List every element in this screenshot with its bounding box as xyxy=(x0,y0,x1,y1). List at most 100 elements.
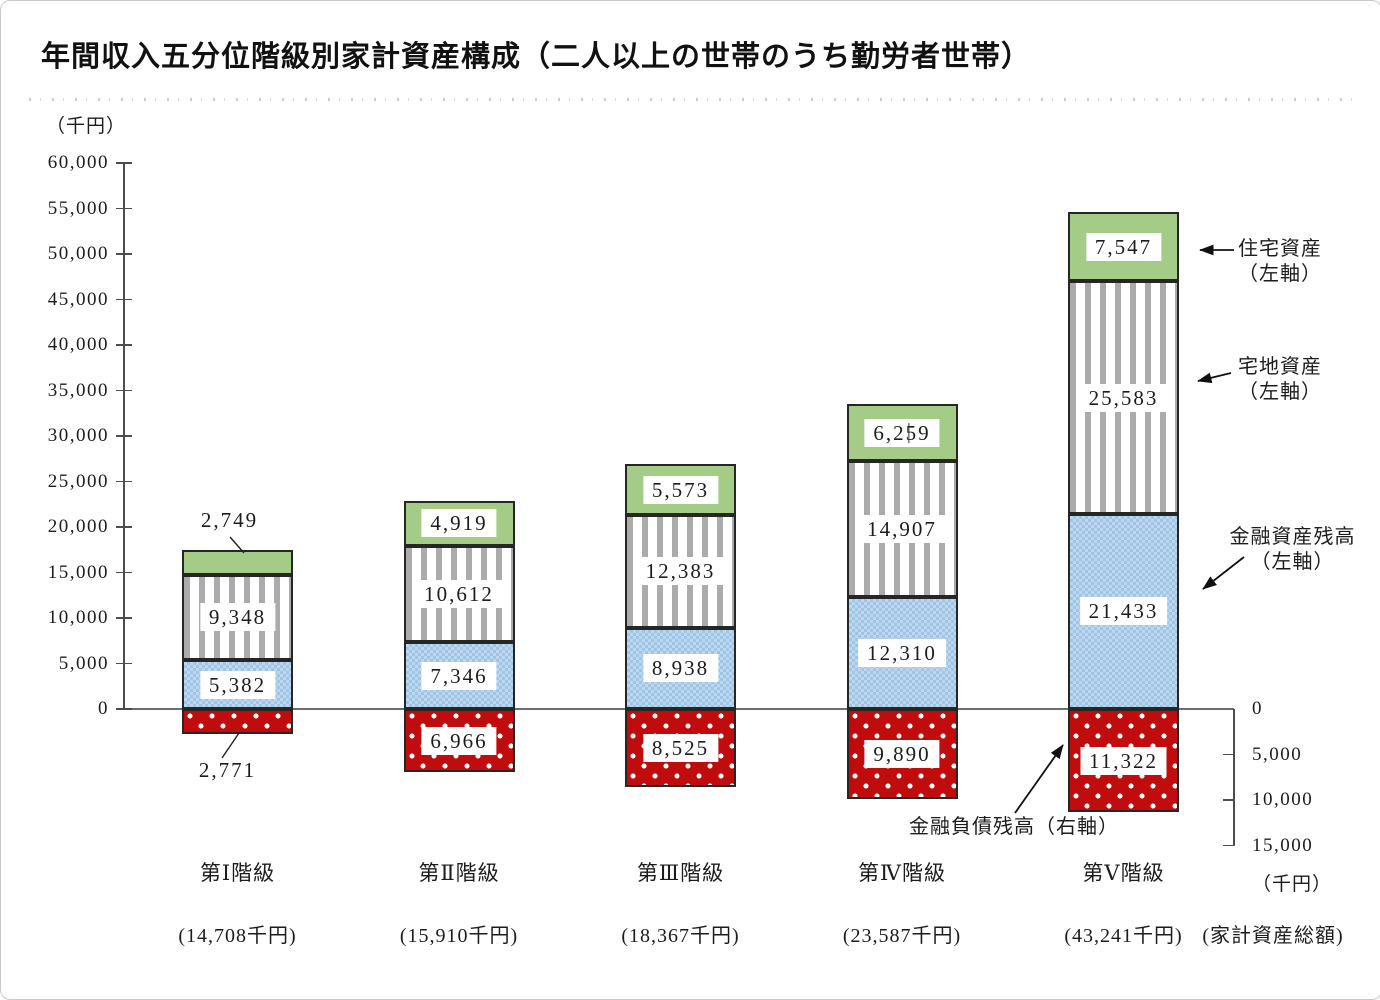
liabilities-bar1-leader-line xyxy=(221,732,240,759)
bar-segment-land_assets: 14,907 xyxy=(846,461,958,597)
bar-segment-land_assets: 9,348 xyxy=(182,574,293,661)
financial-assets-annotation-line2: （左軸） xyxy=(1250,551,1335,573)
right-axis-tick xyxy=(1223,799,1234,801)
right-axis-tick xyxy=(1223,753,1234,756)
liabilities-annotation-arrow xyxy=(1014,744,1064,814)
liabilities-annotation: 金融負債残高（右軸） xyxy=(909,815,1119,840)
left-axis-tick-label: 30,000 xyxy=(47,425,109,446)
chart-title: 年間収入五分位階級別家計資産構成（二人以上の世帯のうち勤労者世帯） xyxy=(41,41,1032,73)
category-total-label: (23,587千円) xyxy=(842,925,962,947)
category-label: 第Ⅰ階級 xyxy=(199,861,276,885)
bar-segment-housing_assets xyxy=(182,549,293,575)
left-axis-tick-label: 55,000 xyxy=(47,197,109,219)
left-axis-tick xyxy=(116,162,132,164)
bar-segment-financial_assets: 21,433 xyxy=(1068,513,1179,709)
left-axis-tick-label: 60,000 xyxy=(47,152,109,173)
value-label-financial_liabilities: 2,771 xyxy=(198,758,257,782)
left-axis-tick-label: 35,000 xyxy=(47,379,109,401)
left-axis-tick xyxy=(116,253,132,255)
land-annotation: 宅地資産 （左軸） xyxy=(1235,355,1325,405)
category-total-label: (14,708千円) xyxy=(178,925,297,947)
housing-annotation: 住宅資産 （左軸） xyxy=(1235,237,1325,287)
left-axis-tick xyxy=(116,708,132,710)
value-label-financial_assets: 21,433 xyxy=(1079,597,1168,626)
totals-caption: (家計資産総額) xyxy=(1202,925,1344,947)
left-axis-tick xyxy=(116,298,132,301)
left-axis-tick-label: 40,000 xyxy=(47,334,109,355)
bar-segment-housing_assets: 5,573 xyxy=(625,464,736,515)
bar-segment-financial_liabilities: 11,322 xyxy=(1068,709,1179,813)
category-label: 第Ⅱ階級 xyxy=(418,861,500,885)
bar-segment-financial_liabilities: 6,966 xyxy=(403,709,515,773)
value-label-land_assets: 14,907 xyxy=(858,515,946,544)
land-annotation-arrow xyxy=(1197,372,1232,384)
right-axis-tick-label: 15,000 xyxy=(1252,834,1314,856)
left-axis-tick xyxy=(116,435,132,437)
left-axis-tick xyxy=(116,389,132,392)
bar-segment-financial_assets: 5,382 xyxy=(182,660,293,709)
value-label-housing_assets: 5,573 xyxy=(642,475,719,504)
right-axis-tick xyxy=(1223,844,1234,847)
category-total-label: (15,910千円) xyxy=(399,925,519,947)
right-axis-tick-label: 0 xyxy=(1252,698,1263,719)
financial-assets-annotation: 金融資産残高 （左軸） xyxy=(1225,525,1360,575)
value-label-financial_assets: 12,310 xyxy=(858,638,946,667)
left-axis-tick xyxy=(116,344,132,346)
value-label-land_assets: 25,583 xyxy=(1079,383,1168,412)
bar-segment-financial_assets: 8,938 xyxy=(625,627,736,709)
value-label-land_assets: 9,348 xyxy=(199,603,276,632)
value-label-housing_assets: 7,547 xyxy=(1085,232,1162,261)
value-label-financial_liabilities: 8,525 xyxy=(642,733,719,762)
left-axis-tick-label: 20,000 xyxy=(47,516,109,537)
category-total-label: (43,241千円) xyxy=(1064,925,1183,947)
value-label-land_assets: 10,612 xyxy=(415,579,503,608)
left-axis-tick xyxy=(116,207,132,210)
housing-annotation-line1: 住宅資産 xyxy=(1238,238,1322,260)
value-label-financial_assets: 7,346 xyxy=(421,661,497,690)
value-label-housing_assets: 2,749 xyxy=(200,508,259,532)
land-annotation-line2: （左軸） xyxy=(1238,381,1322,403)
bar-segment-financial_liabilities: 9,890 xyxy=(846,709,958,799)
right-axis-tick-label: 10,000 xyxy=(1252,789,1314,810)
value-label-housing_assets: 6,259 xyxy=(864,418,940,447)
left-axis-tick-label: 5,000 xyxy=(58,652,109,674)
land-annotation-line1: 宅地資産 xyxy=(1238,356,1322,378)
left-axis-tick-label: 50,000 xyxy=(47,243,109,264)
left-axis-tick xyxy=(116,617,132,619)
value-label-financial_assets: 5,382 xyxy=(199,670,276,699)
category-label: 第Ⅲ階級 xyxy=(636,861,725,885)
left-axis-tick-label: 10,000 xyxy=(47,607,109,628)
bar-segment-financial_liabilities xyxy=(182,709,293,735)
bar-segment-land_assets: 25,583 xyxy=(1068,281,1179,514)
left-axis-tick xyxy=(116,526,132,528)
value-label-financial_liabilities: 6,966 xyxy=(421,726,497,755)
left-axis-tick xyxy=(116,662,132,665)
housing-annotation-line2: （左軸） xyxy=(1238,263,1322,285)
right-axis-tick-label: 5,000 xyxy=(1252,743,1303,765)
left-axis-tick xyxy=(116,571,132,574)
value-label-financial_liabilities: 11,322 xyxy=(1080,746,1167,775)
left-axis-tick-label: 45,000 xyxy=(47,288,109,310)
financial-assets-annotation-line1: 金融資産残高 xyxy=(1229,526,1356,548)
category-label: 第Ⅳ階級 xyxy=(858,861,946,885)
bar-segment-financial_assets: 7,346 xyxy=(403,642,515,709)
bar-segment-land_assets: 10,612 xyxy=(403,545,515,643)
bar-segment-land_assets: 12,383 xyxy=(625,514,736,628)
zero-baseline xyxy=(124,708,1234,710)
value-label-land_assets: 12,383 xyxy=(636,557,725,586)
right-axis-line xyxy=(1233,709,1235,846)
right-axis-unit: （千円） xyxy=(1252,874,1333,895)
left-axis-tick-label: 0 xyxy=(98,698,109,719)
left-axis-unit: （千円） xyxy=(46,116,127,137)
liabilities-annotation-label: 金融負債残高（右軸） xyxy=(909,816,1119,838)
cropped-text-artifact xyxy=(29,98,1353,101)
bar-segment-financial_assets: 12,310 xyxy=(846,596,958,709)
left-axis-tick xyxy=(116,480,132,483)
value-label-financial_assets: 8,938 xyxy=(642,654,719,683)
bar-segment-housing_assets: 7,547 xyxy=(1068,212,1179,282)
bar-segment-housing_assets: 4,919 xyxy=(403,500,515,546)
left-axis-tick-label: 25,000 xyxy=(47,470,109,492)
value-label-housing_assets: 4,919 xyxy=(421,509,497,538)
left-axis-tick-label: 15,000 xyxy=(47,561,109,583)
